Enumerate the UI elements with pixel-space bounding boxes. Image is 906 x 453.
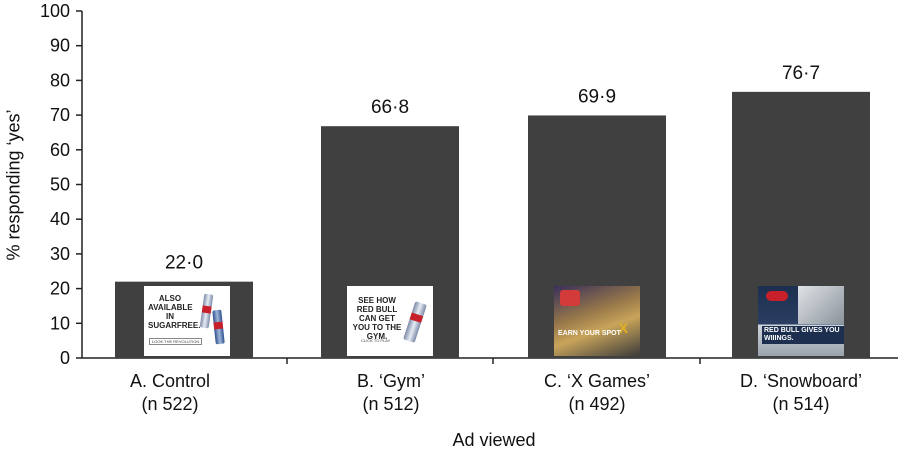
category-name: C. ‘X Games’ — [543, 371, 651, 391]
category-n: (n 514) — [772, 394, 830, 414]
category-n: (n 522) — [141, 394, 199, 414]
ad-thumbnail-snowboard: RED BULL GIVES YOU WIIINGS. — [758, 286, 844, 356]
snowboarder-photo — [798, 286, 844, 324]
can-icon — [403, 301, 427, 343]
red-bull-logo-icon — [766, 291, 788, 301]
category-name: D. ‘Snowboard’ — [739, 371, 863, 391]
y-tick-label: 100 — [40, 1, 70, 21]
ad-thumbnail-control: ALSO AVAILABLE IN SUGARFREE. LOOK THE RE… — [144, 286, 230, 356]
y-tick-label: 10 — [50, 313, 70, 333]
y-tick-label: 40 — [50, 209, 70, 229]
ad-control-text: ALSO AVAILABLE IN SUGARFREE. — [148, 294, 201, 330]
data-label: 22·0 — [165, 253, 203, 274]
y-tick-label: 20 — [50, 279, 70, 299]
x-games-logo-icon: X — [618, 320, 628, 336]
category-n: (n 492) — [568, 394, 626, 414]
category-label-d: D. ‘Snowboard’ (n 514) — [740, 370, 862, 416]
ad-thumbnail-x-games: X EARN YOUR SPOT — [554, 286, 640, 356]
can-icon — [212, 309, 225, 345]
data-label: 76·7 — [782, 63, 820, 84]
ad-thumbnail-gym: SEE HOW RED BULL CAN GET YOU TO THE GYM.… — [347, 286, 433, 356]
y-tick-label: 60 — [50, 140, 70, 160]
y-tick-label: 50 — [50, 175, 70, 195]
ad-snowboard-text: RED BULL GIVES YOU WIIINGS. — [762, 326, 844, 344]
y-axis-label: % responding ‘yes’ — [3, 109, 24, 261]
x-axis-label: Ad viewed — [452, 430, 536, 450]
y-tick-label: 70 — [50, 105, 70, 125]
red-bull-logo-icon — [560, 290, 580, 306]
y-tick-label: 30 — [50, 244, 70, 264]
ad-gym-small: CLICK TO PLAY — [361, 338, 391, 343]
data-label: 69·9 — [578, 86, 616, 107]
ad-gym-text: SEE HOW RED BULL CAN GET YOU TO THE GYM. — [352, 296, 402, 341]
data-label: 66·8 — [371, 97, 409, 118]
category-name: A. Control — [129, 371, 211, 391]
category-label-b: B. ‘Gym’ (n 512) — [357, 370, 425, 416]
y-tick-label: 0 — [60, 348, 70, 368]
category-n: (n 512) — [362, 394, 420, 414]
y-tick-label: 80 — [50, 70, 70, 90]
category-label-c: C. ‘X Games’ (n 492) — [544, 370, 650, 416]
ad-xgames-text: EARN YOUR SPOT — [558, 330, 621, 337]
can-icon — [199, 293, 214, 329]
category-name: B. ‘Gym’ — [356, 371, 426, 391]
category-label-a: A. Control (n 522) — [130, 370, 210, 416]
y-tick-label: 90 — [50, 36, 70, 56]
ad-control-small: LOOK THE REVOLUTION — [149, 338, 203, 345]
